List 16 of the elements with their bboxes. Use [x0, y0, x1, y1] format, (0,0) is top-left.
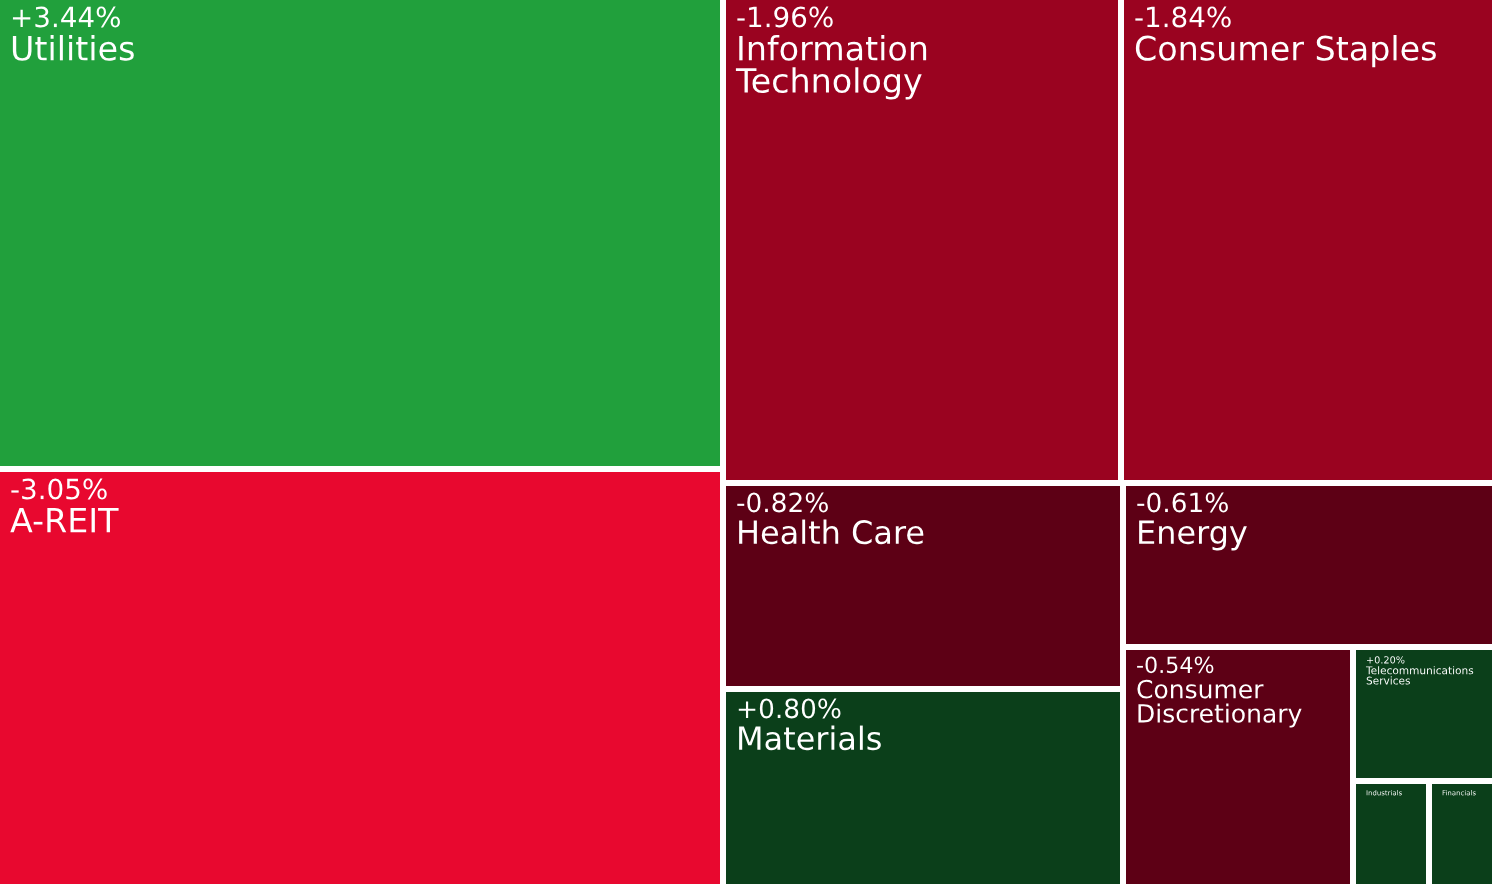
data-label: +0.80%	[738, 698, 841, 719]
category-label: Health Care	[739, 519, 924, 545]
category-label: Consumer Discretionary	[1137, 679, 1302, 728]
data-label: -0.54%	[1137, 656, 1214, 674]
category-label: Energy	[1139, 520, 1247, 551]
category-label: Materials	[739, 725, 881, 751]
category-label: A-REIT	[10, 508, 119, 533]
category-label: Information Technology	[735, 35, 927, 100]
data-label: -1.96%	[737, 6, 833, 28]
category-label: Utilities	[12, 35, 134, 61]
data-label: -3.05%	[11, 478, 107, 500]
data-label: -0.82%	[737, 492, 828, 513]
data-label: -1.84%	[1135, 6, 1231, 28]
category-label: Consumer Staples	[1135, 35, 1436, 68]
data-label: +3.44%	[12, 6, 120, 28]
data-label: -0.61%	[1137, 492, 1228, 513]
